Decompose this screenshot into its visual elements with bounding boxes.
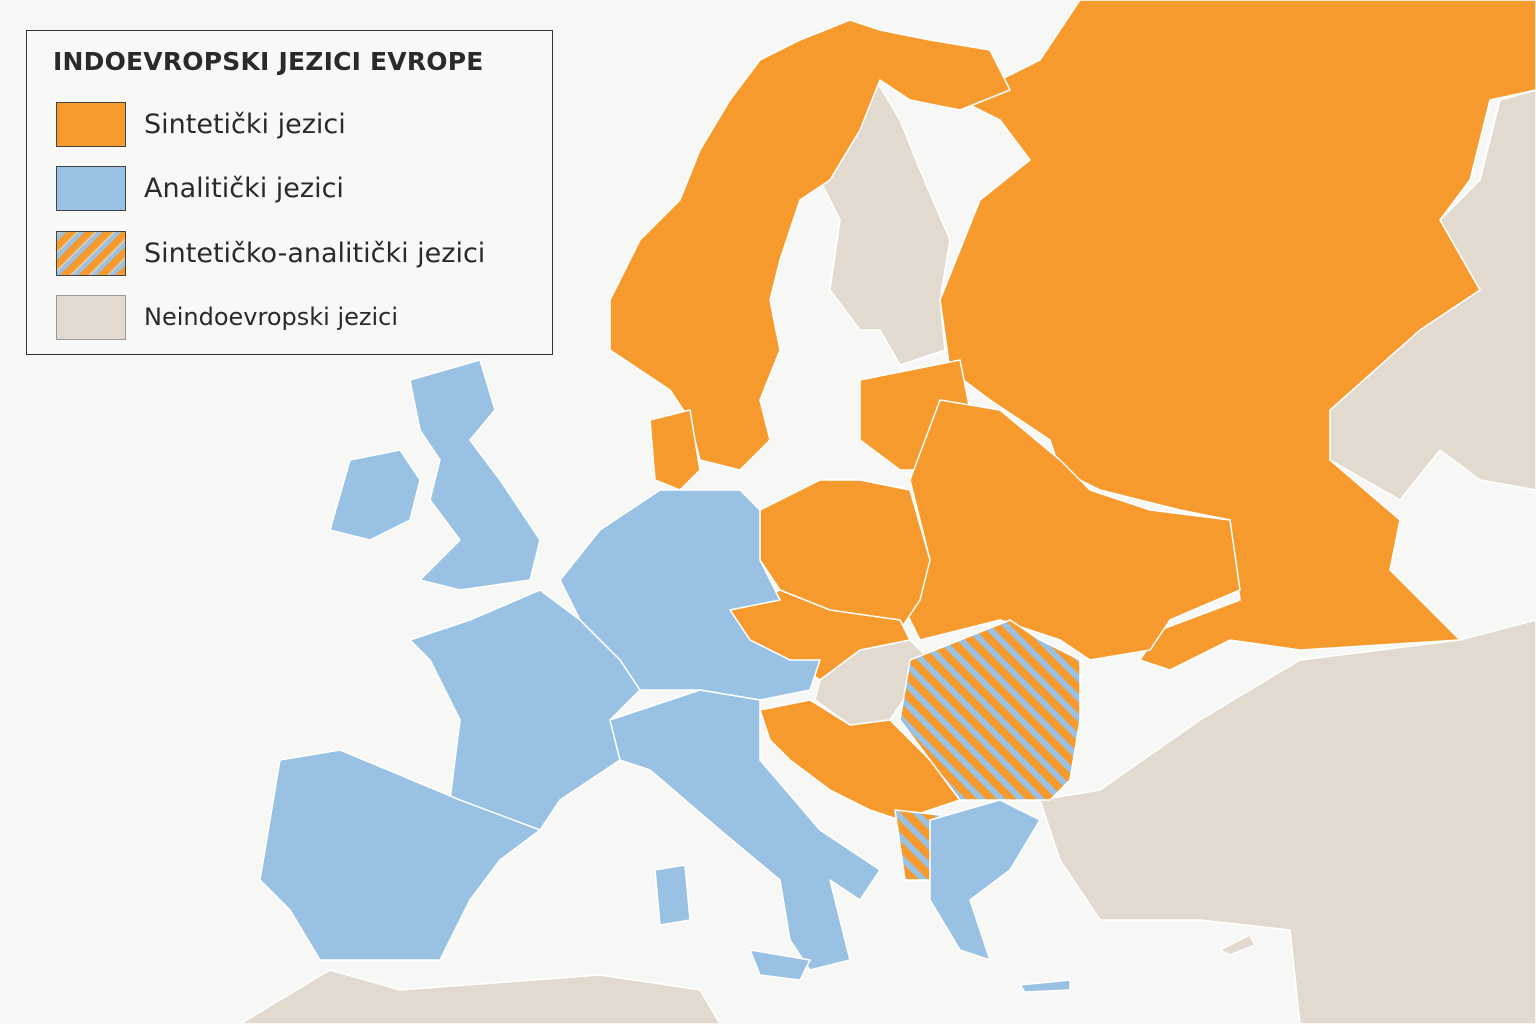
region-greece: [929, 799, 1041, 961]
legend-label: Sintetički jezici: [144, 108, 346, 140]
region-turkey-middle-east: [1039, 619, 1536, 1024]
region-italy: [609, 689, 881, 971]
legend-item-analytic: Analitički jezici: [56, 165, 344, 211]
region-north-africa: [239, 969, 721, 1024]
legend: INDOEVROPSKI JEZICI EVROPE Sintetički je…: [26, 30, 553, 355]
swatch-non-indo-european: [56, 294, 126, 340]
swatch-synthetic: [56, 101, 126, 147]
region-iberia: [259, 749, 541, 961]
region-denmark: [649, 409, 701, 491]
region-russia: [939, 0, 1536, 671]
region-ireland: [329, 449, 421, 541]
region-britain: [409, 359, 541, 591]
legend-item-synthetic-analytic: Sintetičko-analitički jezici: [56, 230, 485, 276]
region-poland: [759, 479, 931, 631]
region-romania-bulgaria: [899, 619, 1081, 801]
legend-label: Neindoevropski jezici: [144, 303, 399, 331]
region-sardinia-corsica: [654, 864, 691, 926]
swatch-analytic: [56, 165, 126, 211]
legend-label: Analitički jezici: [144, 172, 344, 204]
region-crete: [1019, 979, 1071, 993]
swatch-synthetic-analytic: [56, 230, 126, 276]
legend-item-synthetic: Sintetički jezici: [56, 101, 346, 147]
region-cyprus: [1219, 934, 1256, 956]
region-sicily: [749, 949, 811, 981]
region-balkans: [759, 699, 961, 821]
legend-item-non-indo-european: Neindoevropski jezici: [56, 294, 398, 340]
legend-title: INDOEVROPSKI JEZICI EVROPE: [53, 47, 484, 76]
legend-label: Sintetičko-analitički jezici: [144, 237, 486, 269]
region-scandinavia: [609, 19, 1011, 471]
